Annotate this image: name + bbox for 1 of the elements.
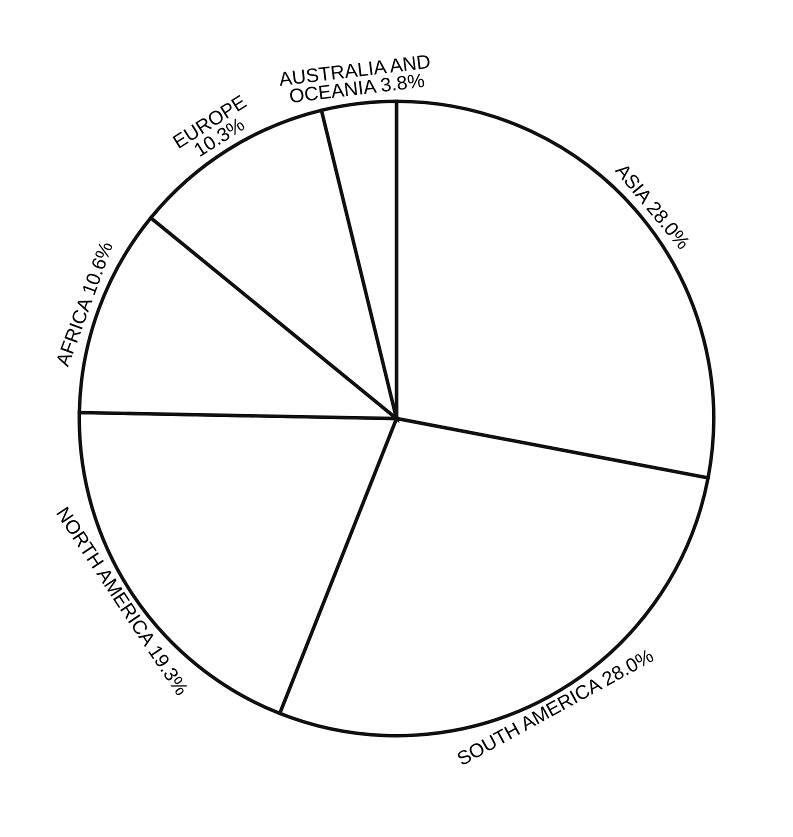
slice-label: AUSTRALIA AND OCEANIA 3.8% — [278, 54, 430, 104]
